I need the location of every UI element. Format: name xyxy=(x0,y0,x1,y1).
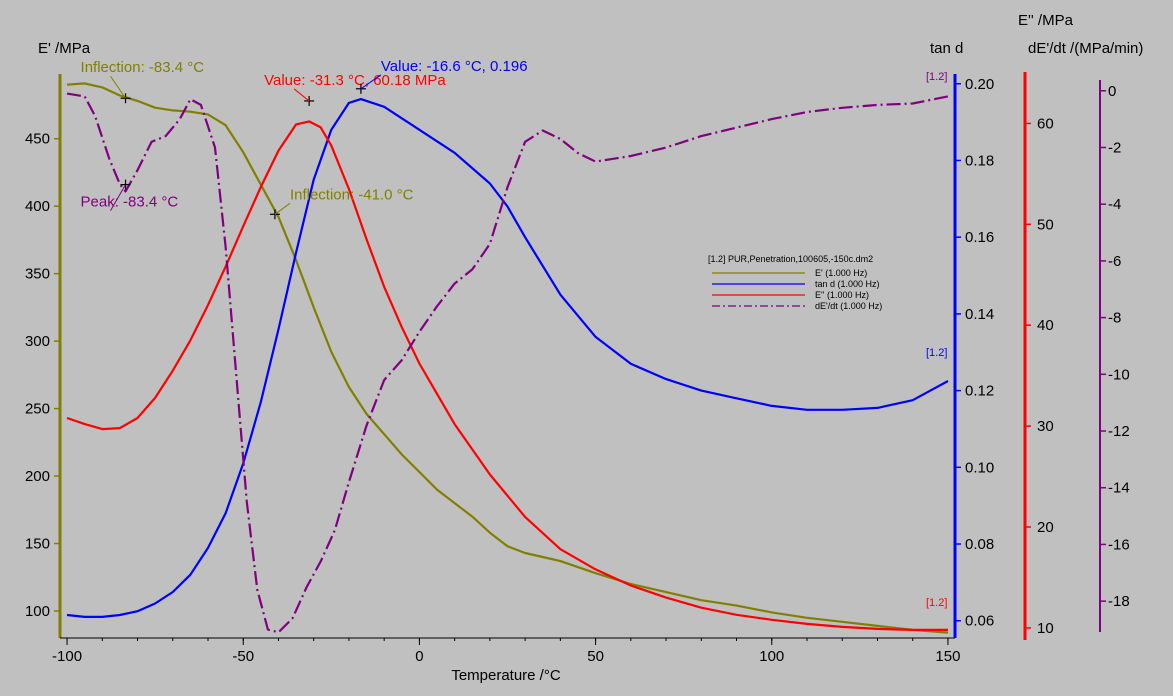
dedt-tick-label: -2 xyxy=(1108,139,1121,156)
edprime-tick-label: 40 xyxy=(1037,317,1054,334)
series-line-dedt xyxy=(66,92,949,634)
dedt-tick-label: -16 xyxy=(1108,536,1130,553)
x-axis-label: Temperature /°C xyxy=(451,667,561,684)
dedt-tick-label: 0 xyxy=(1108,83,1116,100)
dedt-tick-label: -18 xyxy=(1108,593,1130,610)
annotation-label: Peak: -83.4 °C xyxy=(81,194,179,211)
eprime-tick-label: 200 xyxy=(25,468,50,485)
eprime-tick-label: 100 xyxy=(25,603,50,620)
annotation-label: Value: -31.3 °C, 60.18 MPa xyxy=(264,72,446,89)
eprime-tick-label: 250 xyxy=(25,401,50,418)
eprime-tick-label: 150 xyxy=(25,536,50,553)
x-tick-label: -100 xyxy=(52,648,82,665)
dedt-tick-label: -8 xyxy=(1108,310,1121,327)
x-tick-label: 100 xyxy=(759,648,784,665)
legend-entry: E' (1.000 Hz) xyxy=(815,268,867,278)
eprime-tick-label: 450 xyxy=(25,131,50,148)
eprime-tick-label: 350 xyxy=(25,266,50,283)
curve-tag: [1.2] xyxy=(926,71,947,83)
annotation-leader xyxy=(110,75,126,99)
edprime-tick-label: 20 xyxy=(1037,519,1054,536)
tand-tick-label: 0.18 xyxy=(965,152,994,169)
series-line-eprime xyxy=(66,82,949,634)
dedt-tick-label: -12 xyxy=(1108,423,1130,440)
edprime-tick-label: 60 xyxy=(1037,115,1054,132)
tand-tick-label: 0.20 xyxy=(965,76,994,93)
series-line-edprime xyxy=(66,120,948,631)
dedt-tick-label: -10 xyxy=(1108,366,1130,383)
tand-tick-label: 0.08 xyxy=(965,536,994,553)
annotation-leader xyxy=(360,74,382,90)
annotation-label: Inflection: -41.0 °C xyxy=(290,186,414,203)
dedt-axis-label: dE'/dt /(MPa/min) xyxy=(1028,40,1143,57)
annotation-leader xyxy=(293,88,310,102)
dedt-tick-label: -4 xyxy=(1108,196,1121,213)
tand-tick-label: 0.06 xyxy=(965,613,994,630)
tand-tick-label: 0.16 xyxy=(965,229,994,246)
eprime-axis-label: E' /MPa xyxy=(38,40,91,57)
x-tick-label: 50 xyxy=(587,648,604,665)
x-tick-label: -50 xyxy=(232,648,254,665)
legend: [1.2] PUR,Penetration,100605,-150c.dm2 E… xyxy=(708,254,882,311)
legend-entry: dE'/dt (1.000 Hz) xyxy=(815,301,882,311)
tand-tick-label: 0.12 xyxy=(965,383,994,400)
x-tick-label: 150 xyxy=(935,648,960,665)
edprime-axis-label: E'' /MPa xyxy=(1018,12,1074,29)
annotation-leader xyxy=(110,184,126,211)
eprime-tick-label: 400 xyxy=(25,198,50,215)
tand-axis-label: tan d xyxy=(930,40,963,57)
eprime-tick-label: 300 xyxy=(25,333,50,350)
legend-title: [1.2] PUR,Penetration,100605,-150c.dm2 xyxy=(708,254,873,264)
series-line-tand xyxy=(66,98,949,618)
annotation-leader xyxy=(274,202,291,215)
tand-tick-label: 0.14 xyxy=(965,306,994,323)
dedt-tick-label: -14 xyxy=(1108,480,1130,497)
dedt-tick-label: -6 xyxy=(1108,253,1121,270)
edprime-tick-label: 50 xyxy=(1037,216,1054,233)
curve-tag: [1.2] xyxy=(926,347,947,359)
edprime-tick-label: 10 xyxy=(1037,620,1054,637)
annotation-label: Value: -16.6 °C, 0.196 xyxy=(381,58,528,75)
edprime-tick-label: 30 xyxy=(1037,418,1054,435)
annotation-label: Inflection: -83.4 °C xyxy=(81,59,205,76)
legend-entry: E'' (1.000 Hz) xyxy=(815,290,869,300)
legend-entry: tan d (1.000 Hz) xyxy=(815,279,880,289)
x-tick-label: 0 xyxy=(415,648,423,665)
tand-tick-label: 0.10 xyxy=(965,459,994,476)
curve-tag: [1.2] xyxy=(926,597,947,609)
